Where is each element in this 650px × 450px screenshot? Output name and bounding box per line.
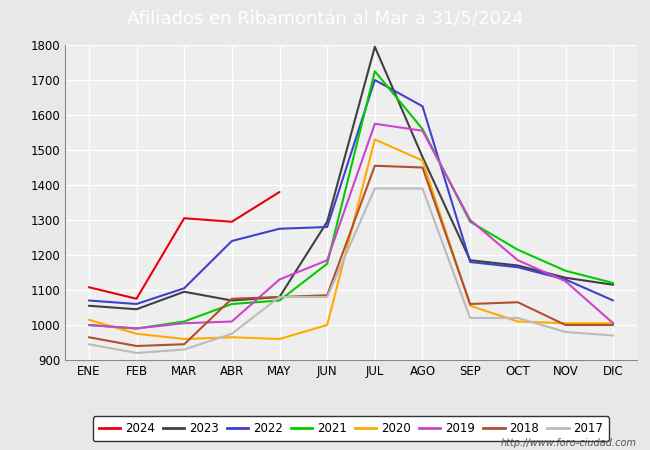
Text: http://www.foro-ciudad.com: http://www.foro-ciudad.com xyxy=(501,438,637,448)
Text: Afiliados en Ribamontán al Mar a 31/5/2024: Afiliados en Ribamontán al Mar a 31/5/20… xyxy=(127,10,523,28)
Legend: 2024, 2023, 2022, 2021, 2020, 2019, 2018, 2017: 2024, 2023, 2022, 2021, 2020, 2019, 2018… xyxy=(93,416,609,441)
